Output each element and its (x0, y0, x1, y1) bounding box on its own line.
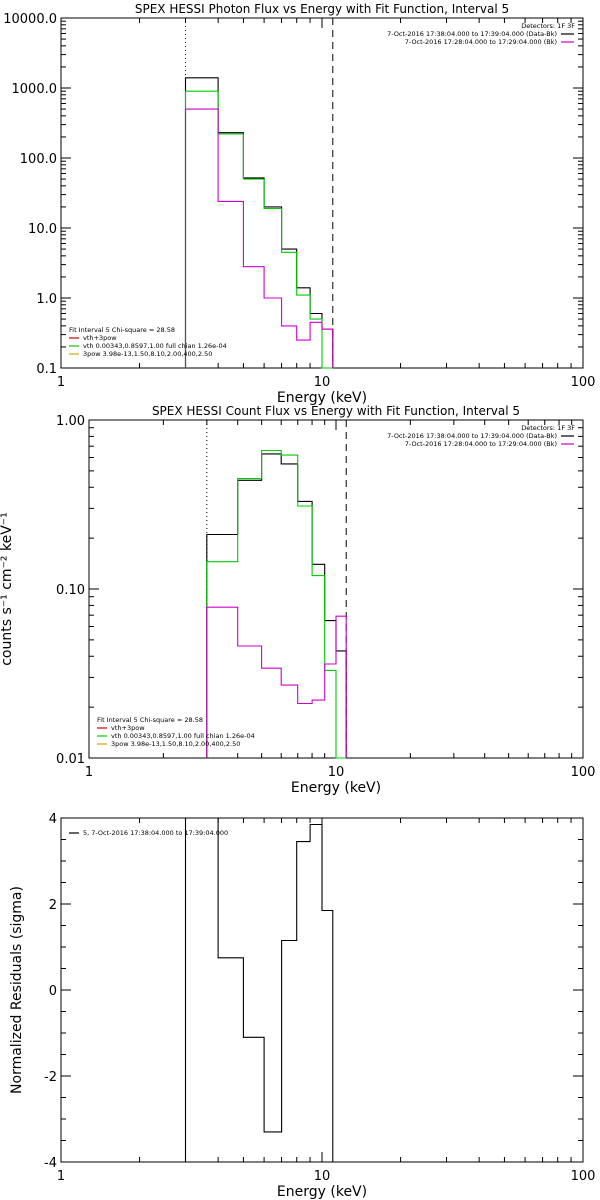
fit-legend-header: Fit Interval 5 Chi-square = 28.58 (97, 716, 203, 724)
fit-legend-entry: 5, 7-Oct-2016 17:38:04.000 to 17:39:04.0… (83, 829, 228, 837)
y-tick-label: 10.0 (28, 222, 57, 237)
fit-legend-header: Fit Interval 5 Chi-square = 28.58 (69, 326, 175, 334)
y-tick-label: -4 (44, 1156, 57, 1171)
y-tick-label: 100.0 (20, 152, 57, 167)
chart-panel-1: SPEX HESSI Photon Flux vs Energy with Fi… (3, 2, 595, 406)
series-line-1 (184, 817, 334, 1162)
fit-legend-entry: 3pow 3.98e-13,1.50,8.10,2.00,400,2.50 (83, 350, 212, 358)
legend-header: Detectors: 1F 3F (521, 424, 575, 432)
legend-entry: 7-Oct-2016 17:38:04.000 to 17:39:04.000 … (387, 30, 557, 38)
x-tick-label: 100 (571, 375, 596, 390)
y-tick-label: 0 (49, 984, 57, 999)
fit-legend-entry: vth+3pow (111, 724, 145, 732)
chart-panel-2: SPEX HESSI Count Flux vs Energy with Fit… (0, 404, 595, 796)
x-tick-label: 10 (314, 375, 331, 390)
fit-legend-entry: 3pow 3.98e-13,1.50,8.10,2.00,400,2.50 (111, 740, 240, 748)
x-tick-label: 100 (571, 765, 596, 780)
y-tick-label: 4 (49, 812, 57, 827)
legend-entry: 7-Oct-2016 17:38:04.000 to 17:39:04.000 … (387, 432, 557, 440)
x-tick-label: 1 (57, 1169, 65, 1184)
x-axis-label: Energy (keV) (277, 390, 367, 406)
y-tick-label: 0.1 (36, 362, 57, 377)
y-tick-label: 0.10 (56, 583, 85, 598)
fit-legend-entry: vth 0.00343,0.8597,1.00 full chian 1.26e… (111, 732, 255, 740)
legend-header: Detectors: 1F 3F (521, 22, 575, 30)
x-tick-label: 1 (85, 765, 93, 780)
y-tick-label: 10000.0 (3, 12, 57, 27)
fit-legend-entry: vth+3pow (83, 334, 117, 342)
series-line-3 (206, 606, 347, 758)
y-tick-label: 0.01 (56, 752, 85, 767)
y-axis-label: Normalized Residuals (sigma) (9, 886, 25, 1094)
x-tick-label: 100 (571, 1169, 596, 1184)
y-axis-label: counts s⁻¹ cm⁻² keV⁻¹ (0, 512, 15, 666)
y-tick-label: 1000.0 (12, 82, 58, 97)
chart-panel-3: 1 10 100 -4 -2 0 2 4 Energy (keV) Normalized Resi… (9, 812, 595, 1200)
series-line-3 (184, 108, 334, 368)
x-axis-label: Energy (keV) (291, 780, 381, 796)
y-tick-label: -2 (44, 1070, 57, 1085)
legend-entry: 7-Oct-2016 17:28:04.000 to 17:29:04.000 … (405, 38, 557, 46)
x-axis-label: Energy (keV) (277, 1184, 367, 1200)
x-tick-label: 10 (328, 765, 345, 780)
series-line-2 (184, 90, 333, 369)
y-tick-label: 1.00 (56, 414, 85, 429)
y-tick-label: 1.0 (36, 292, 57, 307)
legend-entry: 7-Oct-2016 17:28:04.000 to 17:29:04.000 … (405, 440, 557, 448)
series-line-2 (206, 449, 347, 759)
fit-legend-entry: vth 0.00343,0.8597,1.00 full chian 1.26e… (83, 342, 227, 350)
chart-title: SPEX HESSI Count Flux vs Energy with Fit… (152, 404, 520, 418)
x-tick-label: 1 (57, 375, 65, 390)
chart-title: SPEX HESSI Photon Flux vs Energy with Fi… (135, 2, 509, 16)
x-tick-label: 10 (314, 1169, 331, 1184)
series-line-1 (184, 77, 334, 368)
y-tick-label: 2 (49, 898, 57, 913)
series-line-1 (206, 453, 347, 758)
